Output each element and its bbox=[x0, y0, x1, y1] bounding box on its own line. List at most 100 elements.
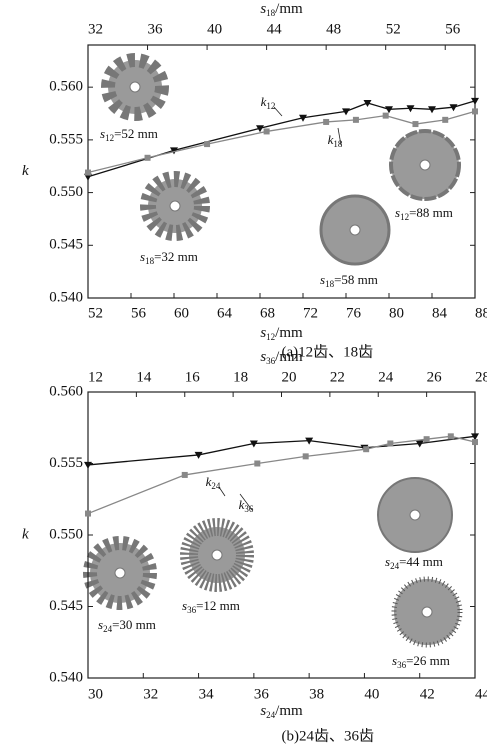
marker bbox=[182, 472, 188, 478]
marker bbox=[424, 436, 430, 442]
x-axis-label-rest: /mm bbox=[275, 325, 303, 341]
annotation: s12=88 mm bbox=[395, 205, 453, 222]
x2-tick-label: 14 bbox=[136, 369, 152, 385]
x-axis-label: s12/mm bbox=[260, 325, 303, 342]
series-label: k24 bbox=[206, 474, 221, 491]
annotation-sub: 12 bbox=[400, 212, 409, 222]
x-tick-label: 36 bbox=[254, 686, 270, 702]
marker bbox=[383, 113, 389, 119]
annotation: s36=12 mm bbox=[182, 598, 240, 615]
y-tick-label: 0.555 bbox=[49, 455, 83, 471]
gear-hole bbox=[212, 550, 222, 560]
gear-hole bbox=[170, 201, 180, 211]
annotation-rest: =52 mm bbox=[114, 126, 158, 141]
x-tick-label: 52 bbox=[88, 305, 103, 321]
x-tick-label: 68 bbox=[260, 305, 275, 321]
annotation-rest: =88 mm bbox=[409, 205, 453, 220]
gear-hole bbox=[420, 160, 430, 170]
gear-hole bbox=[350, 225, 360, 235]
marker bbox=[145, 155, 151, 161]
marker bbox=[254, 461, 260, 467]
x2-tick-label: 18 bbox=[233, 369, 248, 385]
annotation: s24=30 mm bbox=[98, 617, 156, 634]
x-tick-label: 56 bbox=[131, 305, 147, 321]
marker bbox=[85, 170, 91, 176]
x-tick-label: 80 bbox=[389, 305, 404, 321]
series-label-sub: 24 bbox=[211, 481, 221, 491]
x-tick-label: 84 bbox=[432, 305, 448, 321]
marker bbox=[84, 462, 92, 469]
series-label-sub: 18 bbox=[333, 139, 343, 149]
x2-tick-label: 22 bbox=[330, 369, 345, 385]
gear-hole bbox=[422, 607, 432, 617]
annotation-rest: =32 mm bbox=[154, 249, 198, 264]
annotation-rest: =12 mm bbox=[196, 598, 240, 613]
marker bbox=[363, 446, 369, 452]
marker bbox=[442, 117, 448, 123]
x2-axis-label: s18/mm bbox=[260, 1, 303, 18]
annotation: s18=58 mm bbox=[320, 272, 378, 289]
x-tick-label: 30 bbox=[88, 686, 103, 702]
y-tick-label: 0.550 bbox=[49, 526, 83, 542]
series-label-sub: 36 bbox=[244, 504, 254, 514]
x2-tick-label: 32 bbox=[88, 21, 103, 37]
marker bbox=[353, 117, 359, 123]
annotation: s12=52 mm bbox=[100, 126, 158, 143]
y-tick-label: 0.540 bbox=[49, 289, 83, 305]
gear-hole bbox=[130, 82, 140, 92]
gear-hole bbox=[115, 568, 125, 578]
x-tick-label: 34 bbox=[199, 686, 215, 702]
marker bbox=[303, 453, 309, 459]
x2-tick-label: 44 bbox=[267, 21, 283, 37]
x2-axis-label-rest: /mm bbox=[275, 349, 303, 365]
series-label: k36 bbox=[239, 497, 254, 514]
x-axis-label-rest: /mm bbox=[275, 703, 303, 719]
y-axis-label: k bbox=[22, 163, 29, 179]
x-tick-label: 32 bbox=[143, 686, 158, 702]
marker bbox=[472, 439, 478, 445]
annotation: s18=32 mm bbox=[140, 249, 198, 266]
y-axis-label: k bbox=[22, 526, 29, 542]
annotation: s24=44 mm bbox=[385, 554, 443, 571]
x2-tick-label: 24 bbox=[378, 369, 394, 385]
y-tick-label: 0.555 bbox=[49, 131, 83, 147]
x2-tick-label: 12 bbox=[88, 369, 103, 385]
annotation-sub: 12 bbox=[105, 133, 114, 143]
y-tick-label: 0.560 bbox=[49, 383, 83, 399]
marker bbox=[472, 108, 478, 114]
annotation-rest: =26 mm bbox=[406, 653, 450, 668]
x2-tick-label: 26 bbox=[427, 369, 443, 385]
marker bbox=[204, 141, 210, 147]
x-tick-label: 76 bbox=[346, 305, 362, 321]
y-tick-label: 0.545 bbox=[49, 237, 83, 253]
x-tick-label: 44 bbox=[475, 686, 487, 702]
x2-tick-label: 20 bbox=[282, 369, 297, 385]
x-axis-label-sub: 12 bbox=[266, 332, 275, 342]
marker bbox=[412, 121, 418, 127]
x2-axis-label-rest: /mm bbox=[275, 1, 303, 17]
series-label: k18 bbox=[328, 132, 343, 149]
x2-tick-label: 56 bbox=[445, 21, 461, 37]
annotation-rest: =30 mm bbox=[112, 617, 156, 632]
y-tick-label: 0.550 bbox=[49, 184, 83, 200]
y-tick-label: 0.560 bbox=[49, 79, 83, 95]
annotation-rest: =58 mm bbox=[334, 272, 378, 287]
x-axis-label: s24/mm bbox=[260, 703, 303, 720]
x2-axis-label: s36/mm bbox=[260, 349, 303, 366]
series-label: k12 bbox=[261, 94, 276, 111]
x2-tick-label: 52 bbox=[386, 21, 401, 37]
marker bbox=[85, 511, 91, 517]
y-tick-label: 0.540 bbox=[49, 669, 83, 685]
annotation: s36=26 mm bbox=[392, 653, 450, 670]
page: {"chart_data":[ {"type":"line","title":"… bbox=[0, 0, 487, 754]
annotation-rest: =44 mm bbox=[399, 554, 443, 569]
x2-tick-label: 36 bbox=[148, 21, 164, 37]
x2-tick-label: 16 bbox=[185, 369, 201, 385]
x-tick-label: 38 bbox=[309, 686, 324, 702]
marker bbox=[323, 119, 329, 125]
x-tick-label: 72 bbox=[303, 305, 318, 321]
x2-tick-label: 48 bbox=[326, 21, 341, 37]
x-tick-label: 60 bbox=[174, 305, 189, 321]
x2-tick-label: 40 bbox=[207, 21, 222, 37]
y-tick-label: 0.545 bbox=[49, 598, 83, 614]
